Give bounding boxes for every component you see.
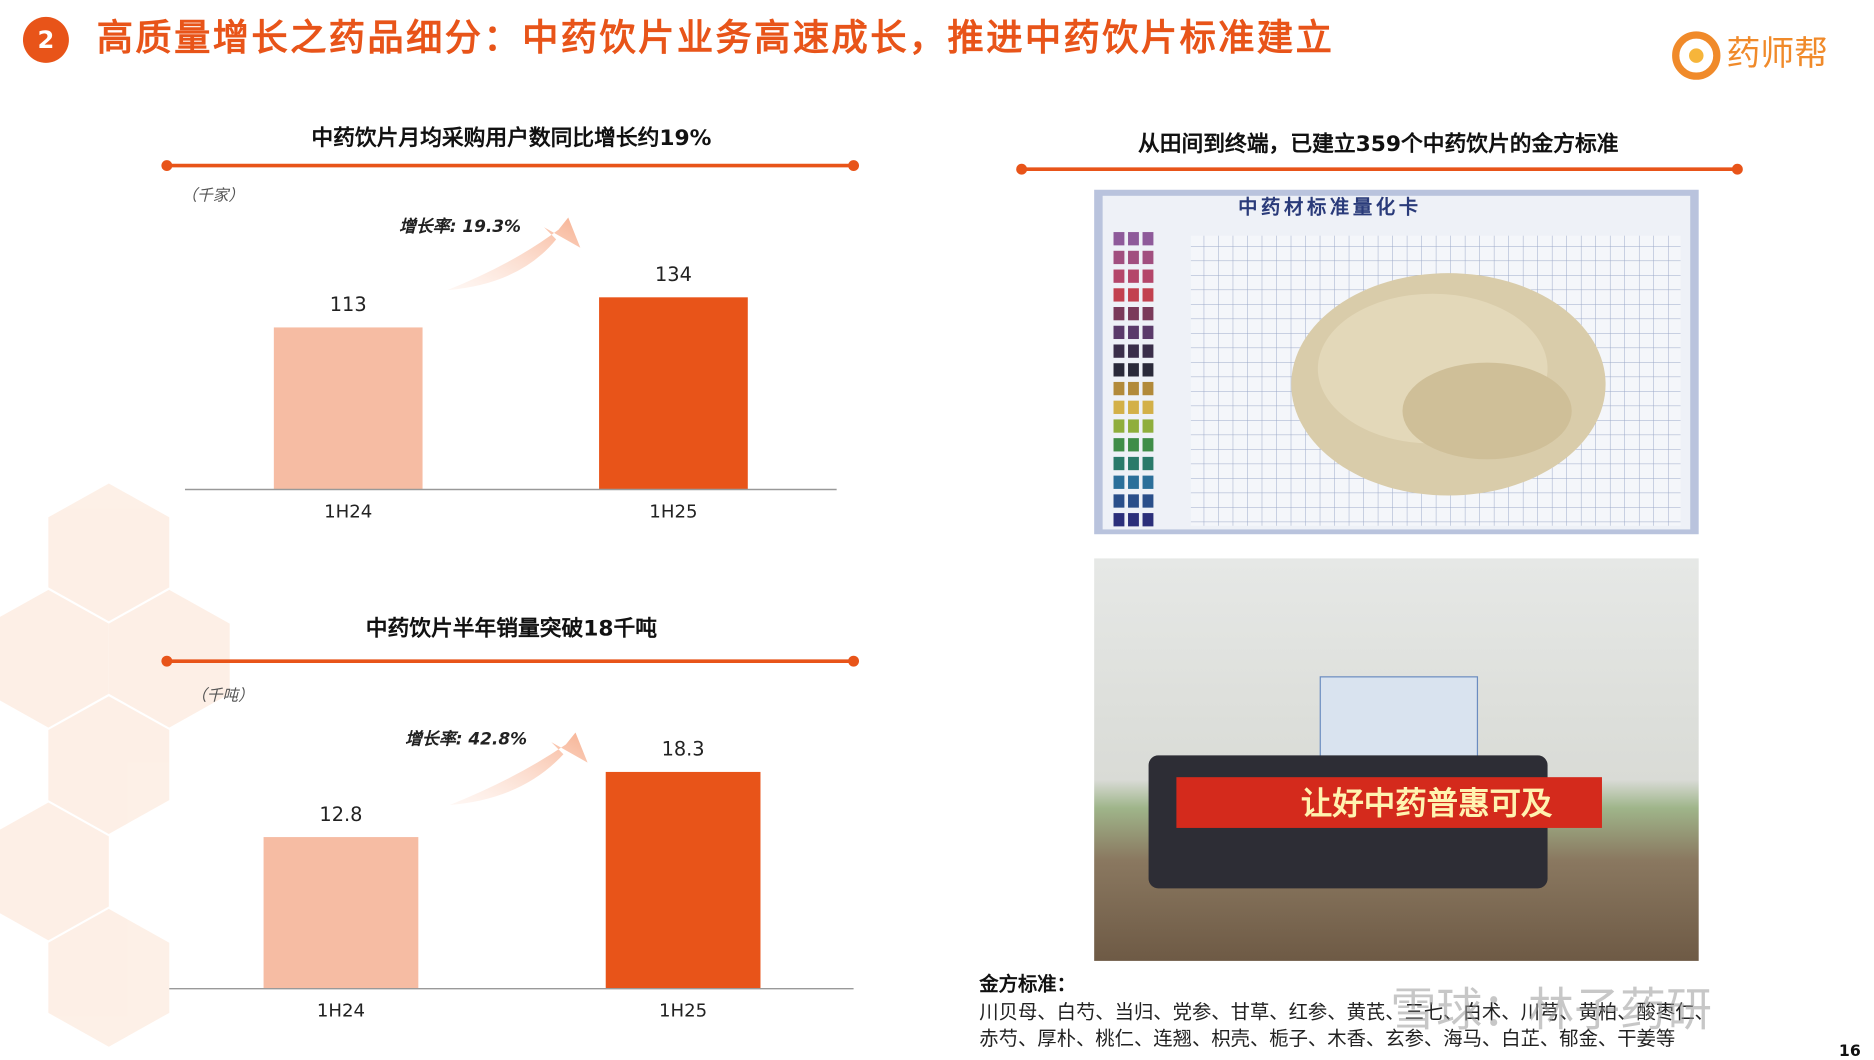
swatch bbox=[1142, 456, 1154, 471]
swatch bbox=[1113, 494, 1125, 508]
divider-dot bbox=[848, 655, 860, 667]
divider-dot bbox=[1016, 163, 1028, 175]
swatch bbox=[1142, 513, 1154, 527]
chart-title: 中药饮片半年销量突破18千吨 bbox=[366, 616, 658, 642]
banner-text: 让好中药普惠可及 bbox=[1301, 786, 1553, 822]
swatch bbox=[1128, 494, 1139, 508]
standard-line: 赤芍、厚朴、桃仁、连翘、枳壳、栀子、木香、玄参、海马、白芷、郁金、干姜等 bbox=[979, 1027, 1675, 1050]
swatch bbox=[1128, 456, 1139, 471]
swatch bbox=[1113, 307, 1125, 321]
swatch bbox=[1113, 400, 1125, 414]
swatch bbox=[1113, 419, 1125, 433]
bar bbox=[599, 297, 748, 490]
divider-dot bbox=[848, 160, 860, 172]
bar bbox=[605, 771, 761, 989]
x-tick-label: 1H24 bbox=[317, 1001, 365, 1022]
logo-text: 药师帮 bbox=[1726, 34, 1827, 73]
swatch bbox=[1113, 363, 1125, 377]
swatch bbox=[1142, 363, 1154, 377]
swatch bbox=[1128, 269, 1139, 283]
growth-annotation: 增长率: 19.3% bbox=[399, 216, 521, 236]
x-tick-label: 1H24 bbox=[324, 501, 372, 522]
standard-line: 川贝母、白芍、当归、党参、甘草、红参、黄芪、三七、白术、川芎、黄柏、酸枣仁、 bbox=[979, 1000, 1714, 1023]
panel-title: 从田间到终端，已建立359个中药饮片的金方标准 bbox=[1138, 131, 1619, 157]
section-badge bbox=[22, 16, 69, 63]
swatch bbox=[1142, 232, 1154, 246]
unit-label: （千吨） bbox=[191, 686, 254, 705]
swatch bbox=[1128, 438, 1139, 452]
x-tick-label: 1H25 bbox=[659, 1001, 707, 1022]
card-title: 中药材标准量化卡 bbox=[1238, 195, 1422, 218]
slide-title: 高质量增长之药品细分：中药饮片业务高速成长，推进中药饮片标准建立 bbox=[97, 16, 1335, 59]
swatch bbox=[1142, 475, 1154, 489]
swatch bbox=[1113, 269, 1125, 283]
swatch bbox=[1128, 232, 1139, 246]
page-number: 16 bbox=[1839, 1041, 1861, 1060]
value-label: 18.3 bbox=[662, 738, 705, 761]
standard-card-photo bbox=[1094, 189, 1699, 535]
swatch bbox=[1142, 307, 1154, 321]
logo-icon bbox=[1672, 31, 1721, 80]
swatch bbox=[1113, 438, 1125, 452]
growth-annotation: 增长率: 42.8% bbox=[405, 729, 527, 749]
value-label: 113 bbox=[330, 293, 367, 316]
section-number: 2 bbox=[38, 26, 55, 54]
swatch bbox=[1142, 325, 1154, 340]
swatch bbox=[1142, 419, 1154, 433]
field-photo bbox=[1094, 558, 1699, 961]
swatch bbox=[1142, 288, 1154, 302]
swatch bbox=[1128, 419, 1139, 433]
hexagon-decoration bbox=[0, 483, 230, 1047]
swatch bbox=[1142, 269, 1154, 283]
swatch bbox=[1142, 344, 1154, 358]
divider-dot bbox=[1731, 163, 1743, 175]
swatch bbox=[1113, 232, 1125, 246]
watermark: 雪球：林子药研 bbox=[1390, 982, 1712, 1036]
chart-title: 中药饮片月均采购用户数同比增长约19% bbox=[311, 125, 711, 151]
swatch bbox=[1142, 250, 1154, 265]
swatch bbox=[1113, 475, 1125, 489]
unit-label: （千家） bbox=[181, 185, 244, 204]
growth-arrow bbox=[449, 732, 588, 805]
bar bbox=[273, 327, 423, 490]
swatch bbox=[1113, 288, 1125, 302]
swatch bbox=[1128, 363, 1139, 377]
swatch bbox=[1128, 513, 1139, 527]
swatch bbox=[1142, 400, 1154, 414]
swatch bbox=[1142, 494, 1154, 508]
swatch bbox=[1128, 381, 1139, 396]
swatch bbox=[1128, 250, 1139, 265]
swatch bbox=[1113, 513, 1125, 527]
swatch bbox=[1113, 250, 1125, 265]
swatch bbox=[1113, 344, 1125, 358]
divider-dot bbox=[161, 160, 173, 172]
divider-dot bbox=[161, 655, 173, 667]
value-label: 12.8 bbox=[319, 803, 362, 826]
x-tick-label: 1H25 bbox=[649, 501, 697, 522]
swatch bbox=[1113, 381, 1125, 396]
swatch bbox=[1128, 307, 1139, 321]
swatch bbox=[1142, 381, 1154, 396]
swatch bbox=[1142, 438, 1154, 452]
swatch bbox=[1128, 475, 1139, 489]
swatch bbox=[1113, 325, 1125, 340]
swatch bbox=[1113, 456, 1125, 471]
swatch bbox=[1128, 344, 1139, 358]
swatch bbox=[1128, 288, 1139, 302]
value-label: 134 bbox=[655, 263, 692, 286]
bar bbox=[263, 837, 419, 989]
standard-label: 金方标准： bbox=[978, 973, 1076, 996]
growth-arrow bbox=[447, 217, 581, 291]
swatch bbox=[1128, 400, 1139, 414]
swatch bbox=[1128, 325, 1139, 340]
